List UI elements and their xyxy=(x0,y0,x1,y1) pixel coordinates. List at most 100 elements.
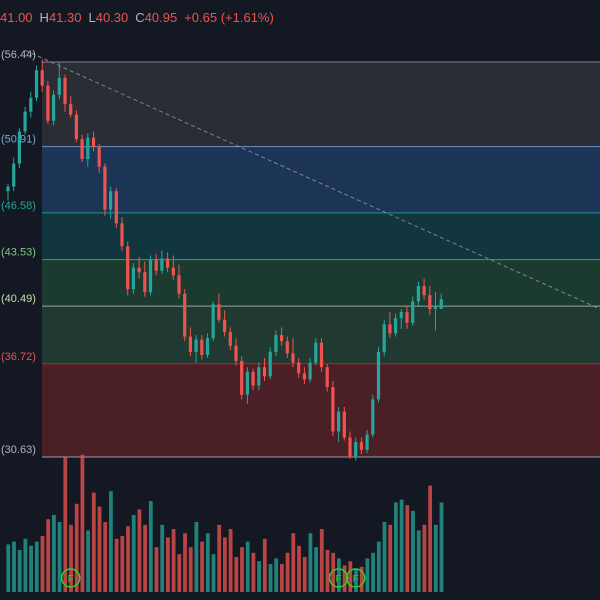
volume-bar xyxy=(63,457,68,592)
candle-body xyxy=(302,373,306,380)
candle xyxy=(342,406,346,441)
candle-body xyxy=(114,191,118,224)
volume-bar xyxy=(291,533,296,592)
volume-bar xyxy=(12,541,16,592)
candle xyxy=(411,296,415,326)
level-label: (46.58) xyxy=(1,200,36,212)
candle-body xyxy=(314,342,318,363)
candle-body xyxy=(268,351,272,377)
candle xyxy=(331,380,335,437)
volume-bar xyxy=(29,545,33,592)
candle xyxy=(433,292,438,331)
candle-body xyxy=(6,186,10,192)
candle xyxy=(114,188,118,228)
volume-bar xyxy=(103,522,108,592)
volume-bar xyxy=(359,566,364,592)
candle-body xyxy=(69,103,73,115)
candle-body xyxy=(103,166,107,210)
trendline xyxy=(24,49,600,310)
candle-body xyxy=(342,411,346,438)
volume-bar xyxy=(319,529,324,592)
candle-body xyxy=(126,246,130,290)
candle xyxy=(399,309,403,329)
candle xyxy=(234,338,238,366)
candle xyxy=(12,157,16,192)
candle xyxy=(154,253,158,276)
candle xyxy=(120,217,124,251)
candle-body xyxy=(211,304,215,339)
candle xyxy=(74,110,78,143)
candle-body xyxy=(274,335,278,352)
candle-body xyxy=(63,77,67,104)
candle-body xyxy=(376,351,381,400)
volume-bar xyxy=(405,505,410,592)
candle xyxy=(228,327,232,351)
candle xyxy=(297,357,301,378)
volume-bar xyxy=(439,502,444,592)
candle xyxy=(69,96,73,118)
volume-bar xyxy=(342,565,347,592)
volume-bar xyxy=(365,558,370,592)
candle-body xyxy=(297,362,301,374)
candle xyxy=(148,255,153,296)
candle-body xyxy=(183,293,187,337)
candle-body xyxy=(91,137,96,147)
volume-bar xyxy=(257,561,261,592)
candle-body xyxy=(371,399,375,435)
level-band xyxy=(42,62,600,147)
volume-bar xyxy=(268,564,273,592)
volume-bar xyxy=(34,541,39,592)
volume-bar xyxy=(126,526,130,592)
volume-bar xyxy=(422,524,427,592)
volume-bar xyxy=(109,491,113,592)
candle xyxy=(257,362,261,391)
candle-body xyxy=(223,319,227,332)
fibonacci-bands xyxy=(42,61,600,458)
candle-body xyxy=(12,163,16,187)
candle-body xyxy=(29,97,33,112)
volume-bar xyxy=(166,537,170,592)
volume-bar xyxy=(23,538,28,592)
candle xyxy=(416,281,420,306)
candle-body xyxy=(285,341,289,354)
candle-body xyxy=(46,85,50,121)
candle xyxy=(126,241,130,296)
volume-bar xyxy=(382,522,387,592)
volume-bar xyxy=(160,524,165,592)
volume-bar xyxy=(148,501,153,592)
candle xyxy=(97,143,101,173)
candle xyxy=(291,338,295,368)
level-label: (40.49) xyxy=(1,293,36,305)
candle xyxy=(428,286,432,316)
candle-body xyxy=(217,304,221,320)
candle xyxy=(376,347,381,403)
volume-bar xyxy=(188,547,193,592)
candle-body xyxy=(405,312,409,323)
volume-bar xyxy=(97,506,102,592)
marker-label: F xyxy=(336,574,342,585)
volume-bar xyxy=(40,536,45,592)
candle-body xyxy=(97,146,101,167)
volume-bar xyxy=(428,485,432,592)
candle-body xyxy=(131,267,135,290)
volume-bar xyxy=(234,557,239,592)
candle-body xyxy=(154,260,158,271)
candle xyxy=(217,293,221,323)
volume-bar xyxy=(114,538,119,592)
marker-circle xyxy=(345,568,366,588)
candle-body xyxy=(171,267,175,276)
candle-body xyxy=(23,111,27,132)
volume-bar xyxy=(17,550,22,592)
volume-bar xyxy=(348,561,353,592)
volume-bar xyxy=(354,569,358,592)
volume-bar xyxy=(46,519,51,592)
volume-bar xyxy=(371,552,375,592)
candle-body xyxy=(137,267,141,273)
volume-bar xyxy=(200,541,204,592)
volume-bar xyxy=(86,530,90,592)
candle xyxy=(280,327,284,346)
candle xyxy=(57,62,61,100)
candle-body xyxy=(57,77,61,95)
candle xyxy=(40,59,44,92)
